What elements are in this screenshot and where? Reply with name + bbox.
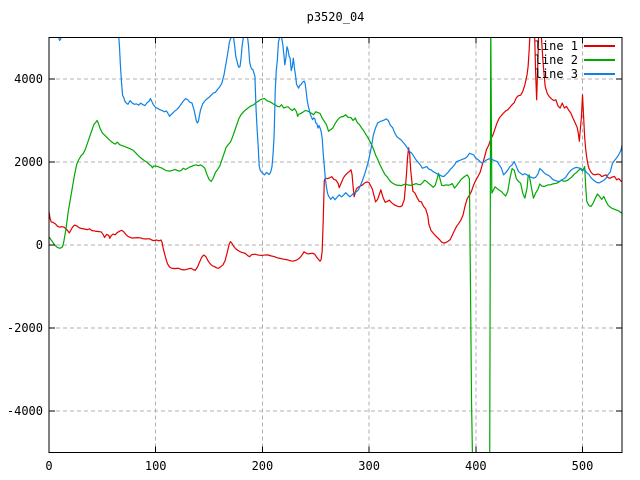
x-tick-label: 200 <box>251 459 274 473</box>
legend-item: line 1 <box>0 39 640 53</box>
y-tick-label: -2000 <box>6 321 43 335</box>
x-tick-label: 500 <box>571 459 594 473</box>
legend-item: line 2 <box>0 53 640 67</box>
x-tick-label: 100 <box>144 459 167 473</box>
series-line-1 <box>49 37 622 271</box>
chart-title: p3520_04 <box>306 10 365 24</box>
legend-item: line 3 <box>0 67 640 81</box>
legend-label: line 2 <box>534 53 578 67</box>
y-tick-label: 2000 <box>14 155 43 169</box>
legend-label: line 3 <box>534 67 578 81</box>
legend-line-sample <box>584 45 615 47</box>
plot-border-and-ticks <box>48 37 623 453</box>
x-tick-label: 400 <box>464 459 487 473</box>
legend-label: line 1 <box>534 39 578 53</box>
y-tick-label: -4000 <box>6 404 43 418</box>
legend-line-sample <box>584 73 615 75</box>
y-tick-label: 4000 <box>14 72 43 86</box>
legend-line-sample <box>584 59 615 61</box>
series-line-2 <box>49 37 622 453</box>
x-tick-label: 0 <box>45 459 53 473</box>
x-tick-label: 300 <box>358 459 380 473</box>
series-line-3 <box>58 37 622 201</box>
series-lines <box>49 37 622 453</box>
y-tick-label: 0 <box>35 238 43 252</box>
